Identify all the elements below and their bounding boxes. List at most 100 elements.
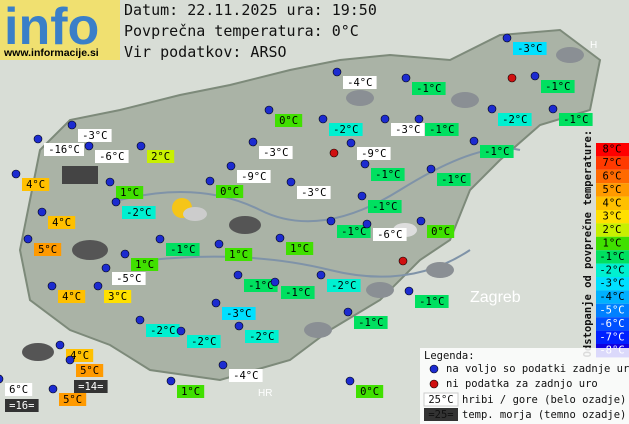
station-label: 4°C [26,179,45,191]
station-label-bg [373,228,407,241]
station-label-bg [391,123,425,136]
station-dot [343,307,353,317]
station-label: -2°C [331,280,356,292]
station-label-bg [104,290,132,303]
station-label: 1°C [229,249,248,261]
station-dot [0,374,4,384]
scale-label: 7°C [603,157,622,169]
station-label-bg [59,393,87,406]
station-label: -3°C [82,130,107,142]
station-label-bg [222,307,256,320]
station-label-bg [371,168,405,181]
scale-swatch [596,169,629,184]
scale-swatch [596,223,629,237]
station-dot [226,161,236,171]
station-label: -1°C [416,83,441,95]
station-dot [11,169,21,179]
station-dot [166,376,176,386]
legend-dot [429,364,439,374]
station-label-bg [5,383,33,396]
station-label: -1°C [358,317,383,329]
legend-sample: =25= [428,409,453,421]
country-label: HR [258,388,272,399]
legend-sample: 25°C [428,394,453,406]
scale-swatch [596,236,629,251]
station-label-bg [216,185,244,198]
station-dot [211,298,221,308]
station-label: -1°C [545,81,570,93]
station-label: 4°C [62,291,81,303]
station-label: -2°C [150,325,175,337]
station-dot [65,355,75,365]
station-label: 1°C [135,259,154,271]
station-label-bg [147,150,175,163]
scale-label: 5°C [603,184,622,196]
station-label-bg [356,385,384,398]
station-dot [234,321,244,331]
station-dot [502,33,512,43]
station-label: -3°C [226,308,251,320]
station-label-bg [244,279,278,292]
station-label-bg [368,200,402,213]
station-dot [233,270,243,280]
station-dot [360,159,370,169]
station-dot [84,141,94,151]
station-dot [286,177,296,187]
header-date: Datum: 22.11.2025 ura: 19:50 [124,1,377,19]
station-label: -1°C [375,169,400,181]
station-label-bg [237,170,271,183]
station-dot [111,197,121,207]
station-label-bg [122,206,156,219]
station-label: 5°C [38,244,57,256]
station-label-bg [412,82,446,95]
station-label: -1°C [341,226,366,238]
logo: info [4,0,99,56]
station-label: -4°C [233,370,258,382]
station-label-bg [498,113,532,126]
missing-dot [507,73,517,83]
station-dot [218,360,228,370]
station-label: -2°C [249,331,274,343]
station-label-bg [329,123,363,136]
station-label-bg [116,186,144,199]
station-dot [487,104,497,114]
scale-title: Odstopanje od povprečne temperature: [582,130,594,358]
scale-label: 3°C [603,211,622,223]
station-label: 4°C [70,350,89,362]
station-dot [67,120,77,130]
station-dot [136,141,146,151]
station-label-bg [541,80,575,93]
station-label-bg [177,385,205,398]
station-label: -1°C [285,287,310,299]
logo-url: www.informacije.si [3,47,99,59]
country-area [18,28,602,382]
station-label-bg [229,369,263,382]
station-label: 4°C [52,217,71,229]
station-label: -9°C [361,148,386,160]
station-dot [548,104,558,114]
header-source: Vir podatkov: ARSO [124,43,287,61]
station-label-bg [427,225,455,238]
station-dot [469,136,479,146]
scale-swatch [596,303,629,318]
station-label: 2°C [151,151,170,163]
station-label: 3°C [108,291,127,303]
station-label-bg [343,76,377,89]
station-label-bg [357,147,391,160]
station-label-bg [112,272,146,285]
station-label-bg [74,380,108,393]
header-average: Povprečna temperatura: 0°C [124,22,359,40]
station-dot [135,315,145,325]
station-dot [345,376,355,386]
station-label: -2°C [333,124,358,136]
station-label-bg [131,258,159,271]
station-dot [416,216,426,226]
station-label-bg [5,399,39,412]
station-label: 5°C [80,365,99,377]
station-label: -6°C [377,229,402,241]
scale-label: -3°C [599,278,624,290]
missing-dot [398,256,408,266]
station-dot [275,233,285,243]
station-label-bg [513,42,547,55]
